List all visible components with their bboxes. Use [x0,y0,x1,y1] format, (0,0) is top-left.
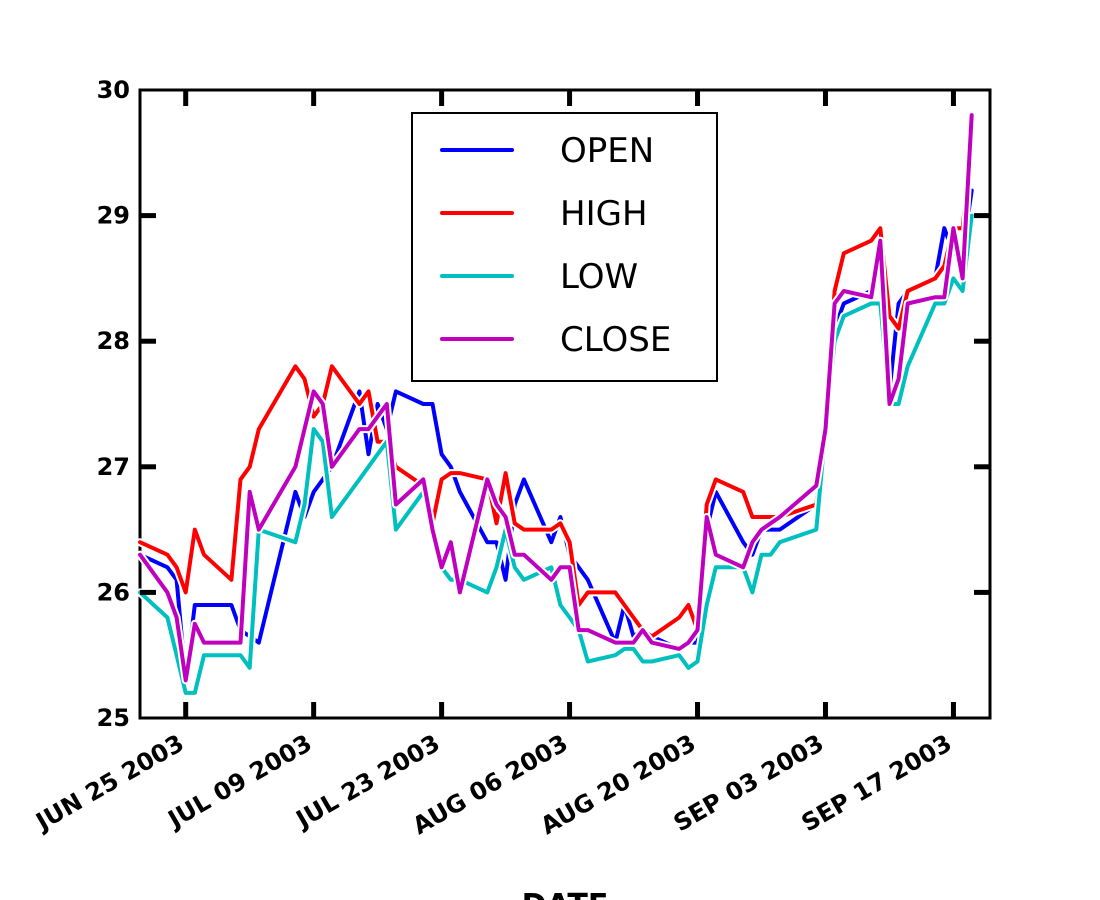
y-tick-label: 25 [97,704,130,732]
legend-label-high: HIGH [560,194,648,234]
plot-area-border [138,88,992,720]
legend-label-low: LOW [560,257,638,297]
legend: OPEN HIGH LOW CLOSE [411,112,718,382]
x-tick-label: JUL 09 2003 [162,729,317,835]
series-line-low [138,213,974,695]
series-line-close [138,113,974,683]
y-tick-label: 27 [97,453,130,481]
legend-label-close: CLOSE [560,320,671,360]
series-layer [136,111,976,697]
y-tick-label: 29 [97,202,130,230]
y-tick-label: 26 [97,578,130,606]
y-tick-label: 30 [97,76,130,104]
series-line-high [138,138,974,639]
x-tick-label: JUN 25 2003 [30,729,189,837]
legend-box [411,112,718,382]
legend-label-open: OPEN [560,131,654,171]
plot-frame [138,88,992,720]
y-tick-label: 28 [97,327,130,355]
x-axis-title: DATE [522,888,609,900]
